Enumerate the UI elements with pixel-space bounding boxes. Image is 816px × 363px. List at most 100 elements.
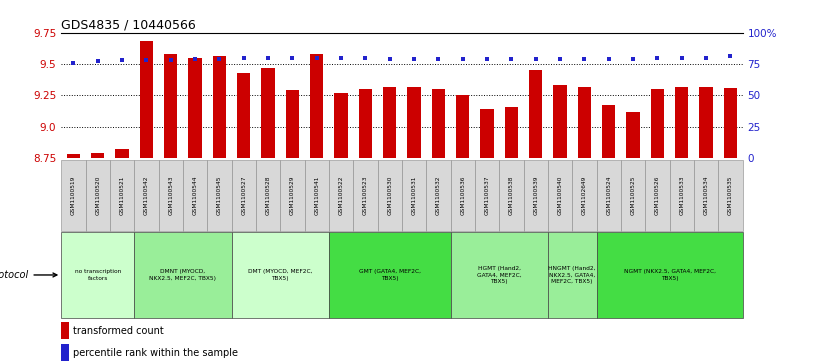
Text: DMNT (MYOCD,
NKX2.5, MEF2C, TBX5): DMNT (MYOCD, NKX2.5, MEF2C, TBX5) bbox=[149, 269, 216, 281]
Text: protocol: protocol bbox=[0, 270, 57, 280]
Text: GSM1100537: GSM1100537 bbox=[485, 175, 490, 215]
Bar bbox=[596, 160, 621, 231]
Bar bbox=[718, 160, 743, 231]
Text: GSM1100541: GSM1100541 bbox=[314, 175, 319, 215]
Bar bbox=[213, 57, 226, 158]
Point bbox=[261, 55, 274, 61]
Bar bbox=[475, 160, 499, 231]
Bar bbox=[650, 89, 664, 158]
Text: GSM1100524: GSM1100524 bbox=[606, 175, 611, 215]
Bar bbox=[645, 160, 670, 231]
Bar bbox=[310, 54, 323, 158]
Text: GSM1100543: GSM1100543 bbox=[168, 175, 173, 215]
Text: GSM1100536: GSM1100536 bbox=[460, 175, 465, 215]
Bar bbox=[280, 160, 304, 231]
Bar bbox=[232, 160, 256, 231]
Text: GSM1100538: GSM1100538 bbox=[509, 175, 514, 215]
Text: transformed count: transformed count bbox=[73, 326, 163, 336]
Point bbox=[481, 56, 494, 62]
Bar bbox=[158, 160, 183, 231]
Bar bbox=[548, 160, 572, 231]
Text: GSM1100534: GSM1100534 bbox=[703, 175, 708, 215]
Text: DMT (MYOCD, MEF2C,
TBX5): DMT (MYOCD, MEF2C, TBX5) bbox=[248, 269, 313, 281]
Bar bbox=[553, 85, 567, 158]
Bar bbox=[627, 111, 640, 158]
Bar bbox=[286, 90, 299, 158]
Bar bbox=[675, 86, 689, 158]
Bar bbox=[450, 232, 548, 318]
Bar bbox=[335, 93, 348, 158]
Text: no transcription
factors: no transcription factors bbox=[74, 269, 121, 281]
Text: GSM1100540: GSM1100540 bbox=[557, 175, 562, 215]
Point bbox=[456, 56, 469, 62]
Text: GSM1102649: GSM1102649 bbox=[582, 175, 587, 215]
Bar bbox=[407, 86, 421, 158]
Point bbox=[286, 55, 299, 61]
Point bbox=[384, 56, 397, 62]
Text: GMT (GATA4, MEF2C,
TBX5): GMT (GATA4, MEF2C, TBX5) bbox=[359, 269, 421, 281]
Bar bbox=[426, 160, 450, 231]
Point bbox=[116, 57, 129, 63]
Bar bbox=[529, 70, 543, 158]
Bar bbox=[456, 95, 469, 158]
Bar bbox=[188, 58, 202, 158]
Point bbox=[553, 56, 566, 62]
Point bbox=[407, 56, 420, 62]
Bar bbox=[140, 41, 153, 158]
Bar bbox=[67, 154, 80, 158]
Text: NGMT (NKX2.5, GATA4, MEF2C,
TBX5): NGMT (NKX2.5, GATA4, MEF2C, TBX5) bbox=[623, 269, 716, 281]
Text: GSM1100542: GSM1100542 bbox=[144, 175, 149, 215]
Text: GSM1100539: GSM1100539 bbox=[533, 175, 539, 215]
Bar bbox=[578, 86, 591, 158]
Point bbox=[188, 56, 202, 62]
Bar bbox=[694, 160, 718, 231]
Point bbox=[699, 55, 712, 61]
Point bbox=[164, 57, 177, 63]
Bar bbox=[621, 160, 645, 231]
Bar bbox=[548, 232, 596, 318]
Text: GSM1100535: GSM1100535 bbox=[728, 175, 733, 215]
Text: GSM1100522: GSM1100522 bbox=[339, 175, 344, 215]
Bar bbox=[378, 160, 401, 231]
Bar bbox=[329, 232, 450, 318]
Point bbox=[530, 56, 543, 62]
Text: GSM1100520: GSM1100520 bbox=[95, 175, 100, 215]
Bar bbox=[383, 86, 397, 158]
Point bbox=[724, 54, 737, 60]
Bar bbox=[504, 107, 518, 158]
Bar bbox=[670, 160, 694, 231]
Point bbox=[578, 56, 591, 62]
Point bbox=[651, 55, 664, 61]
Bar bbox=[524, 160, 548, 231]
Bar bbox=[91, 153, 104, 158]
Point bbox=[335, 55, 348, 61]
Point bbox=[602, 56, 615, 62]
Text: GSM1100528: GSM1100528 bbox=[265, 175, 271, 215]
Text: GSM1100533: GSM1100533 bbox=[679, 175, 685, 215]
Bar bbox=[134, 160, 158, 231]
Text: GSM1100519: GSM1100519 bbox=[71, 175, 76, 215]
Bar bbox=[61, 322, 69, 339]
Text: GSM1100529: GSM1100529 bbox=[290, 175, 295, 215]
Bar bbox=[724, 88, 737, 158]
Bar bbox=[232, 232, 329, 318]
Bar bbox=[481, 109, 494, 158]
Bar bbox=[329, 160, 353, 231]
Bar bbox=[432, 89, 445, 158]
Point bbox=[675, 55, 688, 61]
Text: GSM1100532: GSM1100532 bbox=[436, 175, 441, 215]
Point bbox=[627, 56, 640, 62]
Text: GSM1100525: GSM1100525 bbox=[631, 175, 636, 215]
Bar bbox=[61, 232, 134, 318]
Bar bbox=[61, 344, 69, 361]
Bar bbox=[237, 73, 251, 158]
Point bbox=[67, 60, 80, 66]
Bar bbox=[261, 68, 275, 158]
Bar bbox=[401, 160, 426, 231]
Point bbox=[91, 58, 104, 64]
Text: GSM1100544: GSM1100544 bbox=[193, 175, 197, 215]
Bar bbox=[572, 160, 596, 231]
Bar bbox=[207, 160, 232, 231]
Text: percentile rank within the sample: percentile rank within the sample bbox=[73, 347, 237, 358]
Point bbox=[505, 56, 518, 62]
